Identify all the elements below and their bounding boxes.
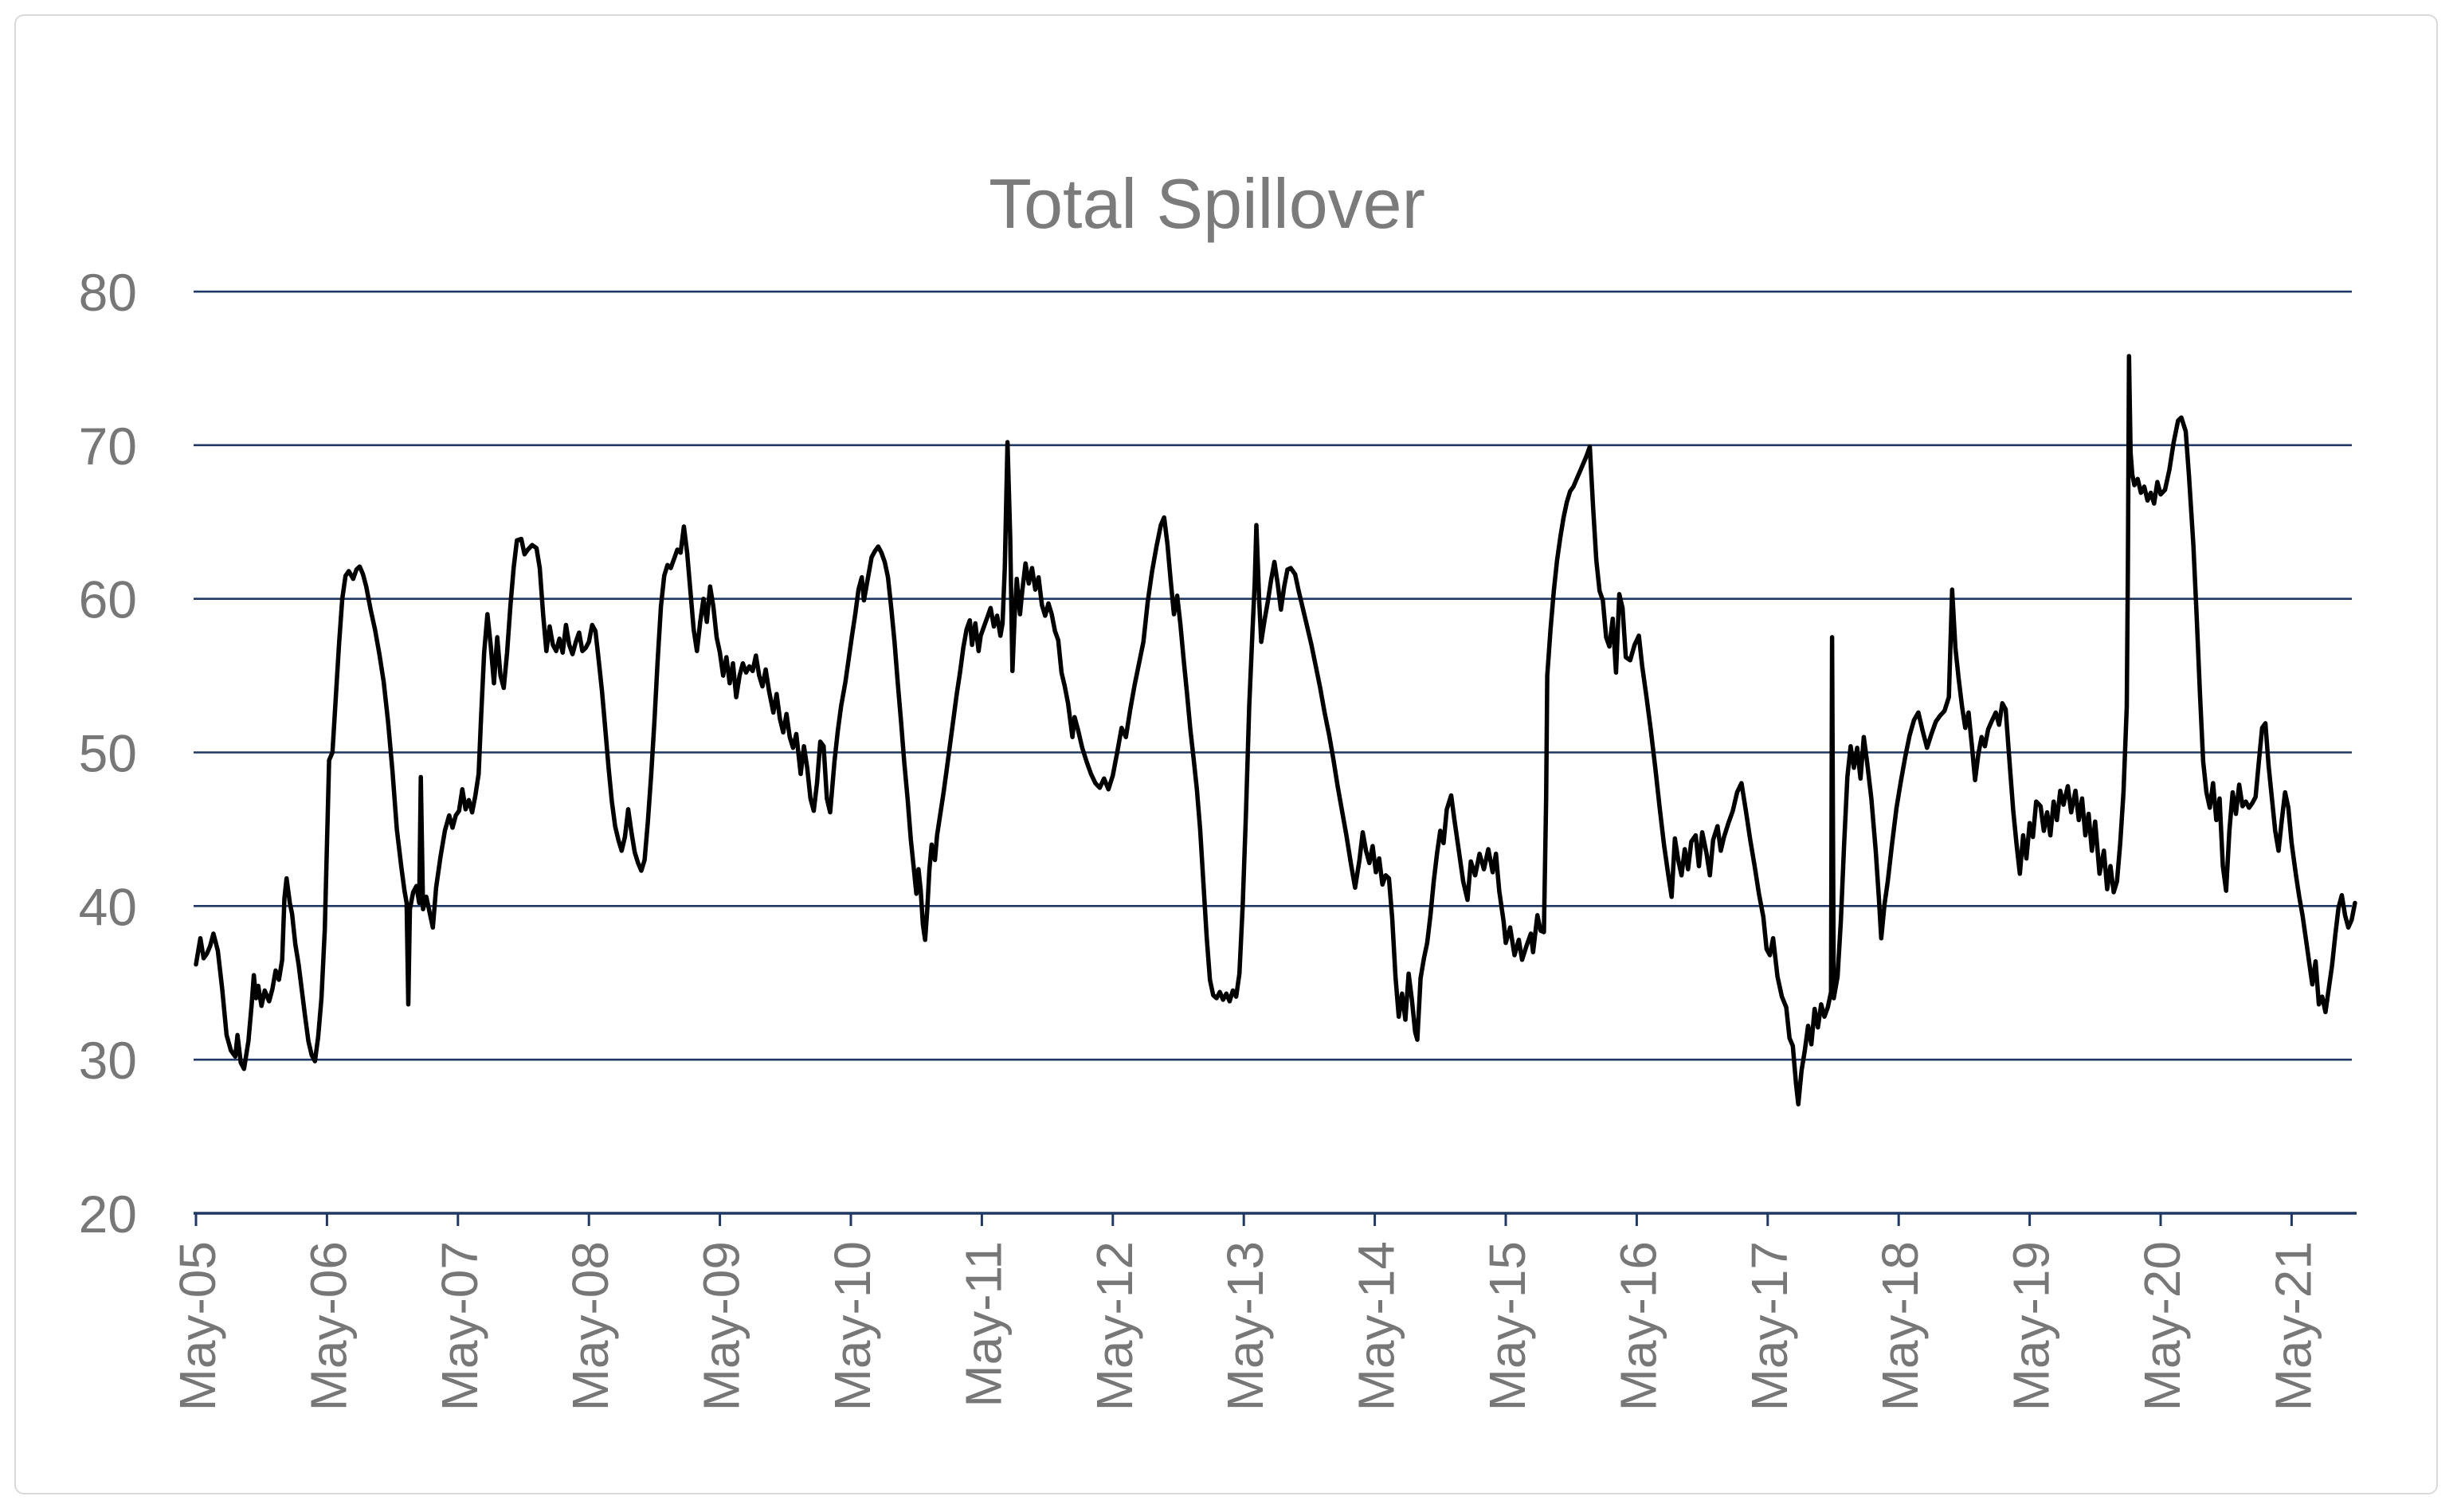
y-tick-label-40: 40 <box>79 877 137 936</box>
x-axis-labels: May-05 May-06 May-07 May-08 May-09 May-10 May-… <box>169 1241 2322 1411</box>
x-tick-label-May-05: May-05 <box>169 1241 226 1411</box>
y-tick-label-20: 20 <box>79 1185 137 1244</box>
gridlines <box>194 290 2352 1061</box>
chart-frame <box>14 14 2438 1494</box>
x-tick-label-May-17: May-17 <box>1741 1241 1798 1411</box>
x-tick-label-May-16: May-16 <box>1609 1241 1667 1411</box>
x-tick-label-May-06: May-06 <box>300 1241 357 1411</box>
y-tick-label-70: 70 <box>79 417 137 476</box>
x-tick-label-May-15: May-15 <box>1479 1241 1536 1411</box>
x-tick-label-May-07: May-07 <box>431 1241 488 1411</box>
x-tick-label-May-10: May-10 <box>824 1241 881 1411</box>
x-tick-label-May-19: May-19 <box>2003 1241 2060 1411</box>
y-tick-label-30: 30 <box>79 1031 137 1090</box>
x-axis <box>194 1212 2357 1226</box>
y-tick-label-80: 80 <box>79 263 137 322</box>
x-tick-label-May-11: May-11 <box>954 1241 1012 1408</box>
y-axis-labels: 20 30 40 50 60 70 80 <box>79 263 137 1244</box>
y-tick-label-60: 60 <box>79 570 137 629</box>
x-tick-label-May-14: May-14 <box>1348 1241 1405 1411</box>
x-tick-label-May-13: May-13 <box>1217 1241 1274 1411</box>
x-tick-label-May-12: May-12 <box>1086 1241 1143 1411</box>
y-tick-label-50: 50 <box>79 724 137 783</box>
x-tick-label-May-08: May-08 <box>562 1241 619 1411</box>
x-tick-label-May-09: May-09 <box>693 1241 750 1411</box>
x-tick-label-May-18: May-18 <box>1871 1241 1929 1411</box>
series-group <box>194 354 2357 1107</box>
series-line-total-spillover <box>194 354 2357 1107</box>
x-tick-label-May-21: May-21 <box>2264 1241 2322 1411</box>
x-tick-label-May-20: May-20 <box>2134 1241 2191 1411</box>
chart-title: Total Spillover <box>989 164 1425 243</box>
